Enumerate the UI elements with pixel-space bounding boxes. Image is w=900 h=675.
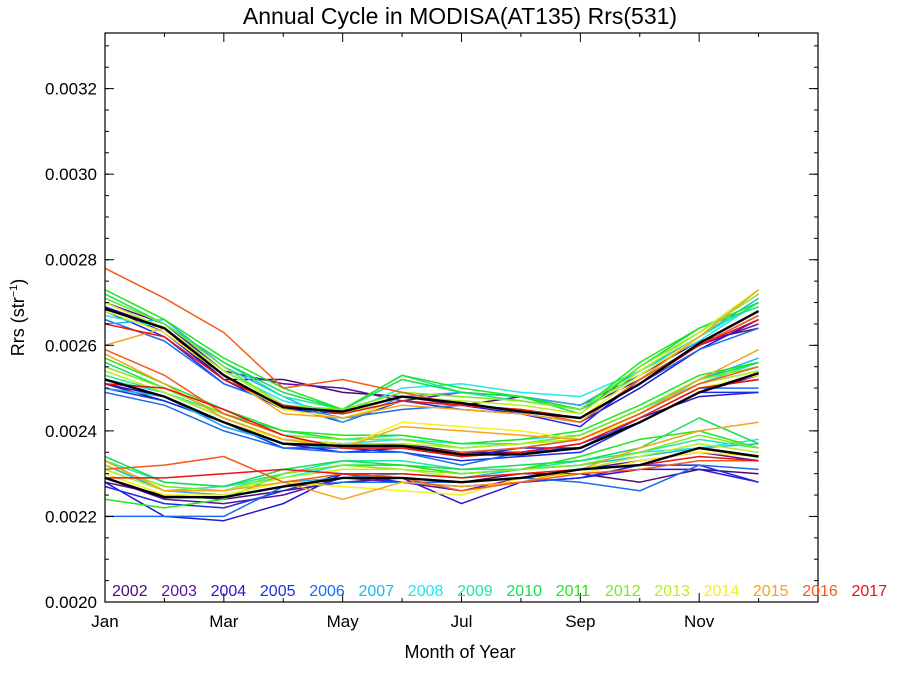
series-line-34 xyxy=(104,365,759,449)
series-line-2 xyxy=(104,446,759,499)
y-tick-label: 0.0032 xyxy=(45,80,97,99)
legend-entry-2016: 2016 xyxy=(802,583,838,600)
series-line-33 xyxy=(104,293,760,411)
series-line-47 xyxy=(104,455,759,492)
y-tick-label: 0.0030 xyxy=(45,165,97,184)
series-line-1 xyxy=(104,371,759,456)
y-tick-label: 0.0024 xyxy=(45,422,97,441)
legend: 2002 2003 2004 2005 2006 2007 2008 2009 2010 2011… xyxy=(112,583,887,600)
y-tick-label: 0.0026 xyxy=(45,336,97,355)
x-tick-label: Jul xyxy=(451,612,473,631)
series-line-0 xyxy=(104,307,760,420)
legend-entry-2003: 2003 xyxy=(161,583,197,600)
y-axis-label: Rrs (str−1) xyxy=(8,279,28,357)
legend-entry-2011: 2011 xyxy=(556,583,591,600)
y-axis: 0.0020 0.0022 0.0024 0.0026 0.0028 0.0030 0.00… xyxy=(45,45,818,612)
y-axis-label-sup: −1 xyxy=(8,285,20,298)
series-layer xyxy=(104,267,760,522)
legend-entry-2010: 2010 xyxy=(506,583,542,600)
legend-entry-2012: 2012 xyxy=(605,583,641,600)
legend-entry-2017: 2017 xyxy=(852,583,888,600)
series-line-11 xyxy=(104,468,759,522)
legend-entry-2007: 2007 xyxy=(359,583,395,600)
legend-entry-2015: 2015 xyxy=(753,583,789,600)
x-tick-label: Jan xyxy=(91,612,118,631)
legend-entry-2005: 2005 xyxy=(260,583,296,600)
legend-entry-2006: 2006 xyxy=(309,583,345,600)
x-tick-label: May xyxy=(327,612,360,631)
series-line-30 xyxy=(104,289,759,411)
legend-entry-2004: 2004 xyxy=(211,583,247,600)
series-line-50 xyxy=(105,455,759,479)
legend-entry-2008: 2008 xyxy=(408,583,444,600)
legend-entry-2002: 2002 xyxy=(112,583,148,600)
y-tick-label: 0.0028 xyxy=(45,251,97,270)
y-tick-label: 0.0020 xyxy=(45,593,97,612)
legend-entry-2014: 2014 xyxy=(704,583,740,600)
chart-title: Annual Cycle in MODISA(AT135) Rrs(531) xyxy=(243,3,677,29)
legend-entry-2013: 2013 xyxy=(654,583,690,600)
x-tick-label: Mar xyxy=(209,612,239,631)
series-line-29 xyxy=(104,417,759,488)
x-axis: Jan Mar May Jul Sep Nov xyxy=(91,33,760,631)
series-line-41 xyxy=(104,451,759,496)
series-line-32 xyxy=(104,430,759,509)
series-line-17 xyxy=(105,464,759,518)
y-axis-label-main: Rrs (str xyxy=(8,297,28,356)
x-tick-label: Nov xyxy=(684,612,715,631)
legend-entry-2009: 2009 xyxy=(457,583,493,600)
x-tick-label: Sep xyxy=(565,612,595,631)
y-axis-label-close: ) xyxy=(8,279,28,285)
x-axis-label: Month of Year xyxy=(404,642,515,662)
series-line-49 xyxy=(104,378,759,458)
y-tick-label: 0.0022 xyxy=(45,507,97,526)
